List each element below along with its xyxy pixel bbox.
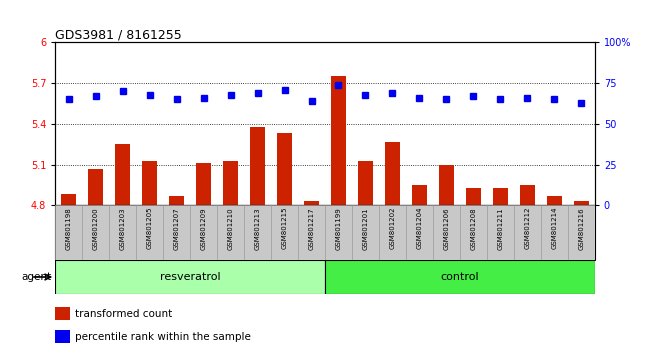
Bar — [385, 142, 400, 205]
Text: resveratrol: resveratrol — [160, 272, 220, 282]
Text: GSM801203: GSM801203 — [120, 207, 125, 250]
Text: GSM801216: GSM801216 — [578, 207, 584, 250]
Bar — [304, 201, 319, 205]
Bar — [487, 205, 514, 260]
Bar — [61, 194, 76, 205]
Bar — [379, 205, 406, 260]
Bar — [466, 188, 481, 205]
Bar — [460, 205, 487, 260]
Bar — [82, 205, 109, 260]
Text: GSM801211: GSM801211 — [497, 207, 503, 250]
Bar — [223, 161, 238, 205]
Bar — [115, 144, 130, 205]
Bar — [541, 205, 568, 260]
Text: GSM801205: GSM801205 — [147, 207, 153, 250]
Bar — [493, 188, 508, 205]
Text: GSM801201: GSM801201 — [363, 207, 369, 250]
Text: agent: agent — [22, 272, 52, 282]
Text: GSM801215: GSM801215 — [281, 207, 287, 250]
Text: GSM801206: GSM801206 — [443, 207, 449, 250]
Bar — [196, 163, 211, 205]
Bar — [136, 205, 163, 260]
Bar — [55, 260, 325, 294]
Text: GSM801212: GSM801212 — [525, 207, 530, 250]
Bar — [412, 185, 427, 205]
Bar — [271, 205, 298, 260]
Bar — [109, 205, 136, 260]
Bar — [406, 205, 433, 260]
Bar — [439, 165, 454, 205]
Bar — [352, 205, 379, 260]
Text: GSM801217: GSM801217 — [309, 207, 315, 250]
Bar — [277, 133, 292, 205]
Bar — [325, 205, 352, 260]
Text: percentile rank within the sample: percentile rank within the sample — [75, 332, 251, 342]
Text: transformed count: transformed count — [75, 309, 172, 319]
Bar — [358, 161, 373, 205]
Bar — [55, 205, 83, 260]
Bar — [190, 205, 217, 260]
Bar — [520, 185, 535, 205]
Text: GSM801200: GSM801200 — [93, 207, 99, 250]
Text: GSM801207: GSM801207 — [174, 207, 179, 250]
Bar — [217, 205, 244, 260]
Text: GSM801209: GSM801209 — [201, 207, 207, 250]
Text: GSM801210: GSM801210 — [227, 207, 233, 250]
Text: GDS3981 / 8161255: GDS3981 / 8161255 — [55, 28, 182, 41]
Text: GSM801213: GSM801213 — [255, 207, 261, 250]
Bar — [244, 205, 271, 260]
Text: GSM801199: GSM801199 — [335, 207, 341, 250]
Bar — [298, 205, 325, 260]
Bar — [163, 205, 190, 260]
Bar — [142, 161, 157, 205]
Bar — [547, 196, 562, 205]
Bar — [514, 205, 541, 260]
Bar — [88, 169, 103, 205]
Bar — [325, 260, 595, 294]
Text: GSM801214: GSM801214 — [551, 207, 557, 250]
Text: GSM801204: GSM801204 — [417, 207, 423, 250]
Bar — [574, 201, 589, 205]
Bar — [331, 76, 346, 205]
Bar — [169, 196, 184, 205]
Bar — [250, 127, 265, 205]
Bar — [568, 205, 595, 260]
Text: GSM801208: GSM801208 — [471, 207, 476, 250]
Text: GSM801202: GSM801202 — [389, 207, 395, 250]
Text: control: control — [441, 272, 479, 282]
Text: GSM801198: GSM801198 — [66, 207, 72, 250]
Bar — [433, 205, 460, 260]
